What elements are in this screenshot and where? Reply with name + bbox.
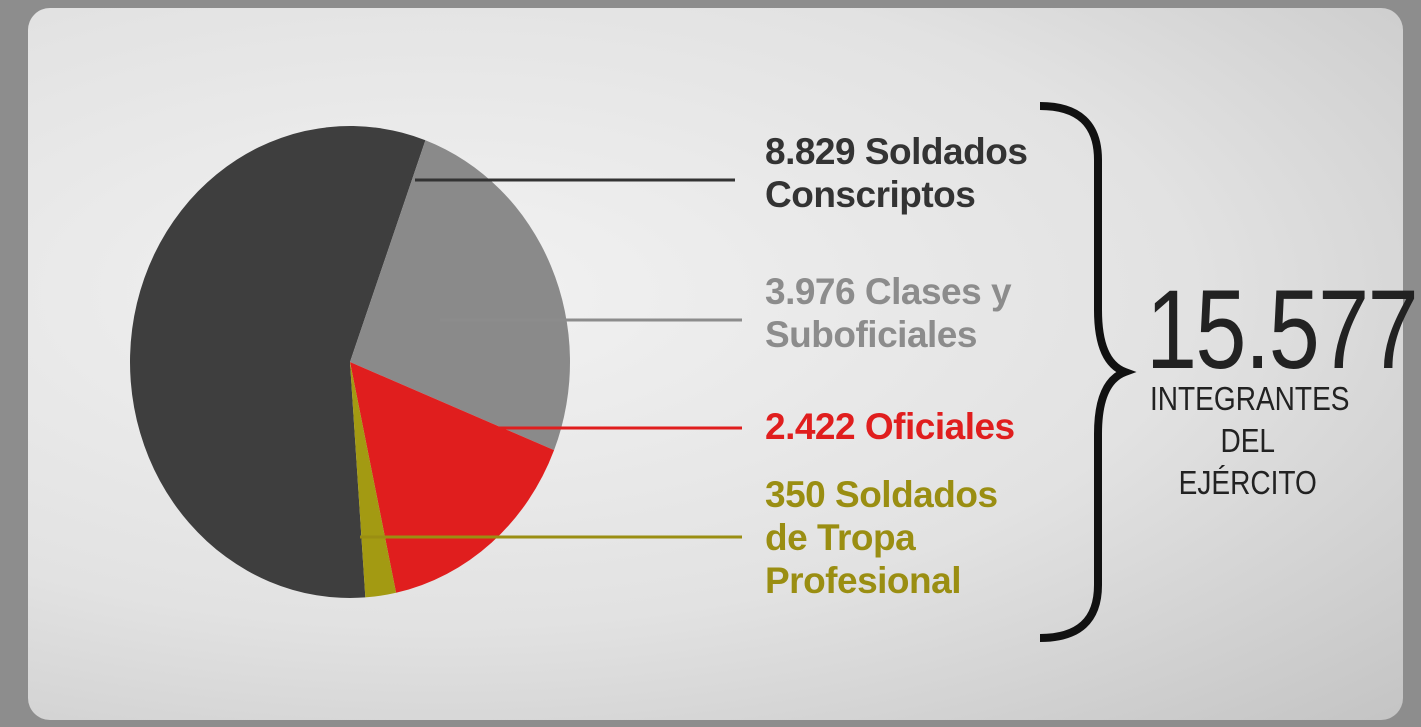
brace: [1039, 102, 1137, 642]
category-label: Soldados de Tropa Profesional: [765, 474, 998, 601]
category-label: Clases y Suboficiales: [765, 271, 1012, 355]
value-label: 3.976: [765, 271, 856, 312]
slice-label: 350 Soldados de Tropa Profesional: [765, 473, 1005, 602]
pie-slice: [130, 126, 426, 599]
value-label: 8.829: [765, 131, 856, 172]
total: 15.577: [1146, 267, 1419, 392]
slice-label: 8.829 Soldados Conscriptos: [765, 130, 1065, 216]
value-label: 2.422: [765, 406, 856, 447]
category-label: Soldados Conscriptos: [765, 131, 1028, 215]
pie-slice: [350, 362, 397, 598]
pie-slice: [350, 362, 555, 593]
value-label: 350: [765, 474, 826, 515]
pie-slice: [350, 140, 570, 451]
slice-label: 2.422 Oficiales: [765, 405, 1085, 448]
slice-label: 3.976 Clases y Suboficiales: [765, 270, 1065, 356]
category-label: Oficiales: [864, 406, 1015, 447]
total-caption: INTEGRANTES DEL EJÉRCITO: [1150, 380, 1350, 501]
